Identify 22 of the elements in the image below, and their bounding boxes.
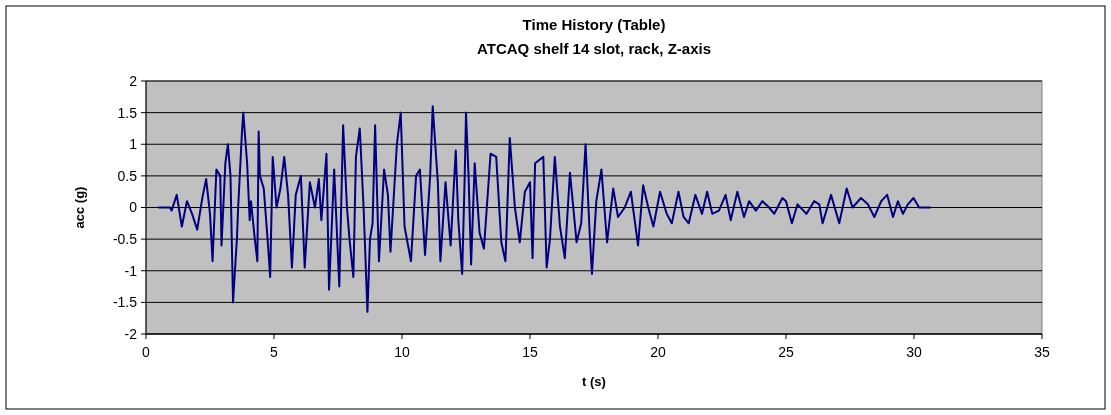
y-tick-label: -1.5	[112, 294, 138, 311]
y-tick-label: -1	[124, 262, 138, 279]
y-tick-label: -0.5	[112, 231, 138, 248]
chart-title: Time History (Table)	[522, 16, 666, 33]
y-tick-label: 0	[129, 199, 138, 216]
x-tick-label: 30	[906, 344, 922, 360]
x-tick-label: 0	[142, 344, 151, 360]
y-tick-label: 1	[129, 136, 138, 153]
x-axis-title: t (s)	[582, 374, 606, 389]
y-tick-label: 2	[129, 72, 138, 89]
y-tick-label: 1.5	[117, 104, 138, 121]
line-series	[157, 105, 932, 313]
chart-subtitle: ATCAQ shelf 14 slot, rack, Z-axis	[477, 40, 711, 57]
x-tick-label: 20	[650, 344, 666, 360]
x-tick-label: 25	[778, 344, 794, 360]
y-tick-label: 0.5	[117, 167, 138, 184]
x-tick-label: 5	[270, 344, 279, 360]
x-tick-label: 15	[522, 344, 538, 360]
x-tick-label: 35	[1034, 344, 1050, 360]
x-tick-label: 10	[394, 344, 410, 360]
y-tick-label: -2	[124, 325, 138, 342]
y-axis-title: acc (g)	[72, 186, 87, 229]
